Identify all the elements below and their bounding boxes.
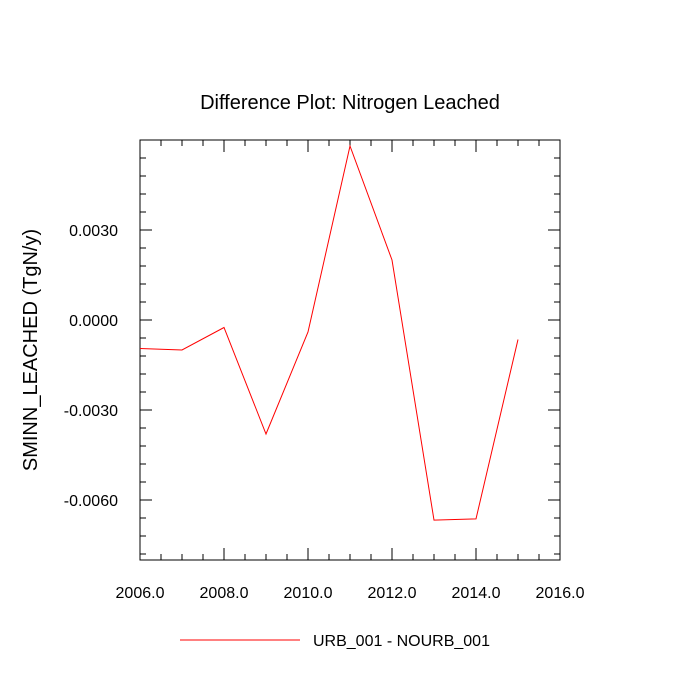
y-axis-label: SMINN_LEACHED (TgN/y) [20,229,42,471]
series-line [139,144,519,521]
y-tick-label: -0.0060 [64,493,118,510]
x-tick-label: 2014.0 [452,585,501,602]
y-tick-label: -0.0030 [64,403,118,420]
x-tick-label: 2016.0 [536,585,585,602]
x-tick-label: 2006.0 [116,585,165,602]
plot-frame [139,139,561,561]
y-tick-label: 0.0000 [69,313,118,330]
x-tick-label: 2012.0 [368,585,417,602]
y-tick-label: 0.0030 [69,223,118,240]
series-layer [139,144,519,521]
legend-label: URB_001 - NOURB_001 [313,633,490,650]
chart-title: Difference Plot: Nitrogen Leached [200,92,500,114]
x-tick-label: 2010.0 [284,585,333,602]
legend: URB_001 - NOURB_001 [180,633,490,650]
y-axis-ticks: 0.0030 0.0000 -0.0030 -0.0060 [64,157,560,555]
x-axis-ticks: 2006.0 2008.0 2010.0 2012.0 2014.0 2016.0 [116,140,585,602]
x-tick-label: 2008.0 [200,585,249,602]
